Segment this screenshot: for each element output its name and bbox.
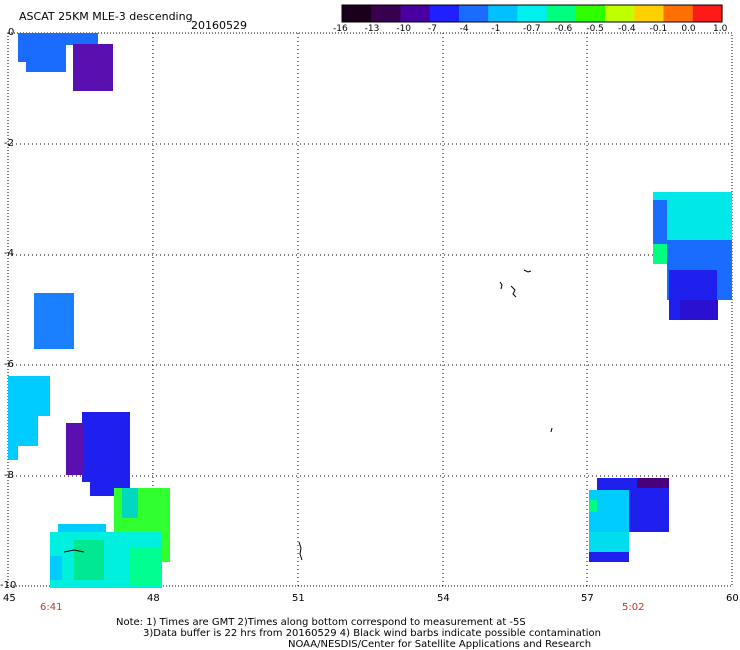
colorbar-swatch <box>429 5 460 22</box>
colorbar-swatch <box>605 5 635 22</box>
colorbar-label: -0.1 <box>649 24 668 34</box>
colorbar-label: -0.5 <box>586 24 604 34</box>
colorbar-swatch <box>634 5 665 22</box>
wind-swath-bottom-left <box>50 412 170 588</box>
colorbar-swatch <box>517 5 548 22</box>
colorbar-label: -7 <box>428 24 437 34</box>
x-tick-51: 51 <box>292 593 305 604</box>
x-tick-54: 54 <box>437 593 450 604</box>
wind-swath-top-right <box>653 192 732 320</box>
x-tick-45: 45 <box>3 593 16 604</box>
colorbar-label: -13 <box>364 24 380 34</box>
wind-swath-left-mid <box>8 293 74 460</box>
colorbar-label: -1 <box>491 24 501 34</box>
colorbar-frame <box>341 4 723 23</box>
colorbar-label: -0.6 <box>554 24 573 34</box>
island-outlines <box>63 269 553 561</box>
colorbar-label: -16 <box>333 24 348 34</box>
y-tick-neg6: -6 <box>4 359 14 370</box>
colorbar-swatch <box>458 5 489 22</box>
x-tick-48: 48 <box>147 593 160 604</box>
y-tick-neg8: -8 <box>4 470 14 481</box>
note-line-3: NOAA/NESDIS/Center for Satellite Applica… <box>288 639 592 650</box>
map-title: ASCAT 25KM MLE-3 descending <box>19 10 193 23</box>
colorbar-swatch <box>371 5 401 22</box>
y-tick-neg4: -4 <box>4 248 14 259</box>
grid-lines <box>8 33 732 586</box>
colorbar <box>341 4 723 23</box>
colorbar-label: 1.0 <box>713 24 728 34</box>
colorbar-swatch <box>575 5 606 22</box>
map-date: 20160529 <box>191 19 247 32</box>
colorbar-label: -0.4 <box>618 24 636 34</box>
colorbar-label: -4 <box>459 24 469 34</box>
note-line-2: 3)Data buffer is 22 hrs from 20160529 4)… <box>143 628 601 639</box>
wind-swath-bottom-right <box>589 478 669 562</box>
time-left: 6:41 <box>40 602 63 613</box>
y-tick-0: 0 <box>8 27 15 38</box>
y-tick-neg10: -10 <box>0 580 17 591</box>
colorbar-label: -10 <box>396 24 412 34</box>
x-tick-60: 60 <box>726 593 739 604</box>
time-right: 5:02 <box>622 602 645 613</box>
colorbar-label: 0.0 <box>681 24 696 34</box>
x-tick-57: 57 <box>581 593 594 604</box>
colorbar-swatch <box>400 5 431 22</box>
colorbar-swatch <box>342 5 372 22</box>
colorbar-swatch <box>692 5 723 22</box>
wind-swath-top-left <box>18 33 113 91</box>
colorbar-swatch <box>488 5 518 22</box>
colorbar-swatch <box>546 5 577 22</box>
note-line-1: Note: 1) Times are GMT 2)Times along bot… <box>116 617 526 628</box>
plot-frame <box>7 32 733 587</box>
colorbar-label: -0.7 <box>523 24 541 34</box>
y-tick-neg2: -2 <box>4 138 14 149</box>
colorbar-swatch <box>663 5 694 22</box>
